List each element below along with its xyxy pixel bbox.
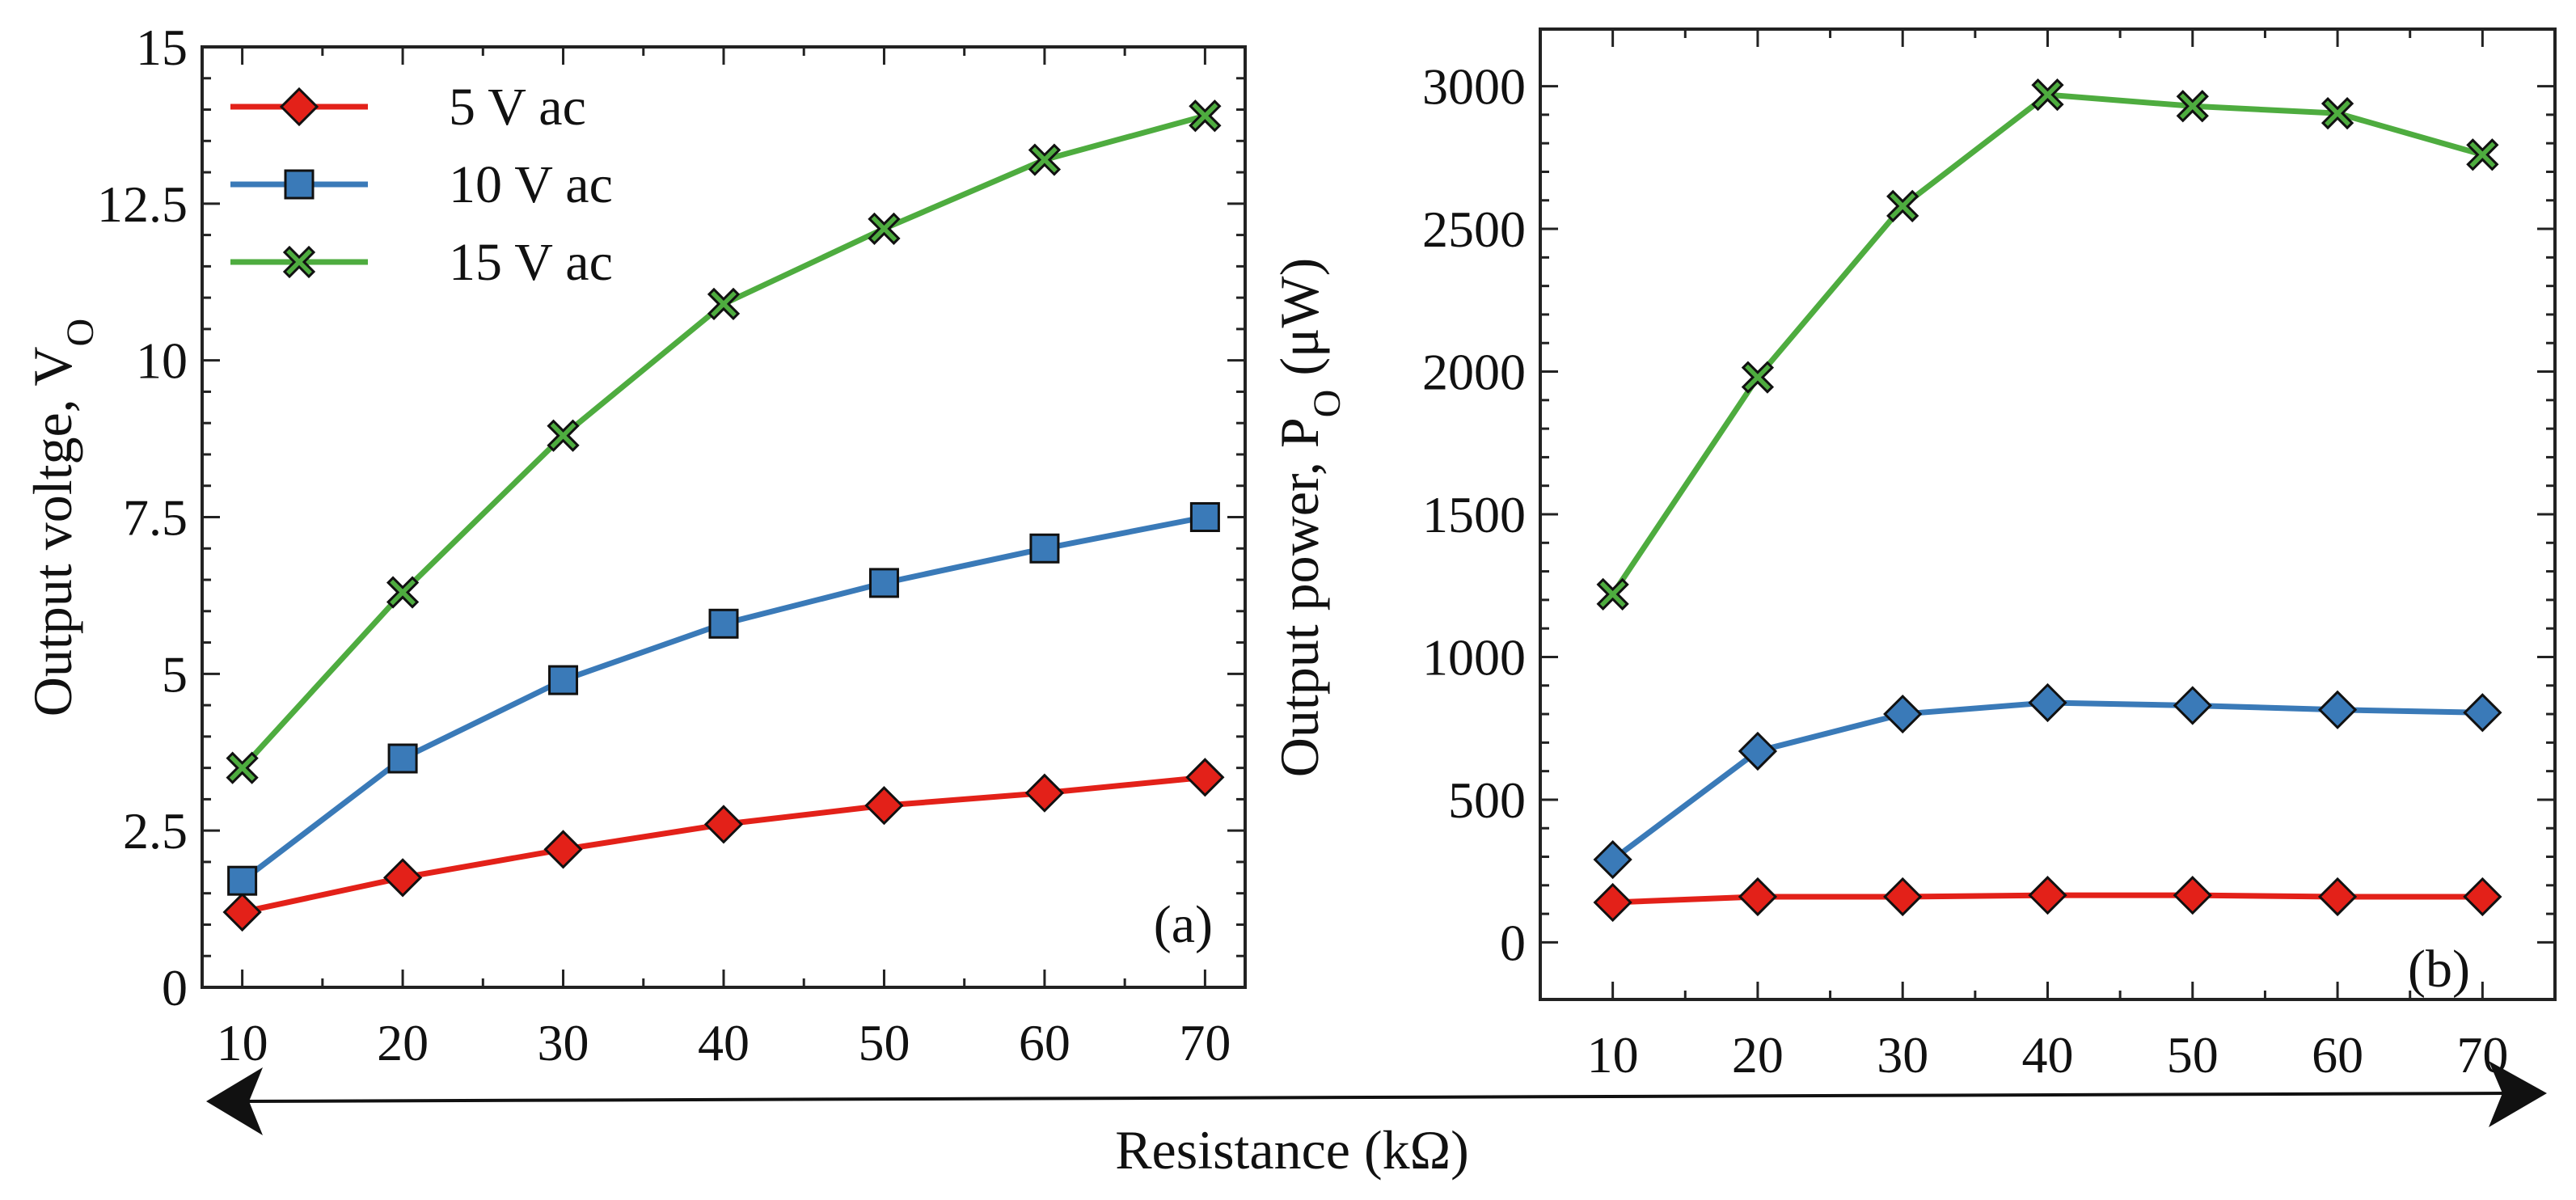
data-point-15-v-ac xyxy=(386,576,420,609)
data-point-10-v-ac xyxy=(2317,690,2358,729)
data-point-10-v-ac xyxy=(1029,533,1060,564)
data-point-15-v-ac xyxy=(868,212,901,245)
data-point-10-v-ac xyxy=(1738,731,1778,771)
plot-frame-b xyxy=(1539,27,2557,1001)
data-point-15-v-ac xyxy=(226,751,259,784)
series-line-15-v-ac xyxy=(1610,91,2484,596)
legend-marker xyxy=(284,169,315,200)
legend-entry-label: 5 V ac xyxy=(449,78,586,137)
y-tick-label: 3000 xyxy=(1422,58,1526,116)
x-axis-title: Resistance (kΩ) xyxy=(1115,1119,1469,1181)
x-axis-arrow-line xyxy=(238,1092,2511,1103)
series-line-5-v-ac xyxy=(241,774,1206,915)
data-point-15-v-ac xyxy=(1596,577,1629,611)
data-point-5-v-ac xyxy=(1883,877,1923,917)
y-tick-label: 2.5 xyxy=(123,802,188,860)
data-point-15-v-ac xyxy=(2321,96,2354,130)
x-tick-label: 50 xyxy=(2167,1026,2219,1084)
legend-entry-label: 15 V ac xyxy=(449,233,613,292)
legend-marker xyxy=(282,245,316,279)
series-line-15-v-ac xyxy=(240,112,1206,770)
data-point-15-v-ac xyxy=(1886,189,1919,222)
data-point-5-v-ac xyxy=(1738,877,1778,917)
data-point-15-v-ac xyxy=(707,287,741,321)
data-point-10-v-ac xyxy=(868,568,899,598)
series-line-10-v-ac xyxy=(1611,699,2483,862)
y-tick-label: 500 xyxy=(1448,771,1526,829)
data-point-10-v-ac xyxy=(1189,502,1220,532)
data-point-5-v-ac xyxy=(1024,773,1065,813)
y-tick-label: 0 xyxy=(1500,914,1526,971)
y-axis-title-a: Output voltge, VO xyxy=(22,319,102,716)
x-tick-label: 10 xyxy=(217,1014,268,1071)
y-tick-label: 7.5 xyxy=(123,489,188,547)
data-point-5-v-ac xyxy=(2463,877,2502,917)
y-tick-label: 10 xyxy=(136,332,188,390)
y-tick-label: 1500 xyxy=(1422,486,1526,543)
legend: 5 V ac 10 V ac 15 V ac xyxy=(230,78,613,292)
y-tick-label: 0 xyxy=(162,959,188,1016)
data-point-5-v-ac xyxy=(1185,758,1225,797)
data-point-5-v-ac xyxy=(2173,876,2212,915)
data-point-5-v-ac xyxy=(2317,877,2358,917)
data-point-15-v-ac xyxy=(1741,361,1775,394)
data-point-10-v-ac xyxy=(2463,693,2502,733)
data-point-5-v-ac xyxy=(703,805,744,844)
data-point-15-v-ac xyxy=(1189,99,1222,133)
shared-x-axis: Resistance (kΩ) xyxy=(206,1061,2547,1181)
y-tick-label: 15 xyxy=(136,19,188,76)
data-point-15-v-ac xyxy=(2466,138,2499,171)
y-tick-label: 2000 xyxy=(1422,344,1526,401)
data-point-5-v-ac xyxy=(543,830,583,869)
x-tick-label: 40 xyxy=(698,1014,750,1071)
data-point-15-v-ac xyxy=(1028,143,1062,176)
y-tick-label: 5 xyxy=(162,645,188,703)
data-point-10-v-ac xyxy=(2173,686,2212,725)
data-point-5-v-ac xyxy=(1593,882,1632,923)
y-axis-title-b: Output power, PO (μW) xyxy=(1269,258,1349,778)
x-axis-arrowhead-right xyxy=(2489,1061,2547,1127)
x-tick-label: 20 xyxy=(377,1014,429,1071)
data-point-15-v-ac xyxy=(2031,78,2064,112)
y-tick-label: 1000 xyxy=(1422,628,1526,686)
x-tick-label: 10 xyxy=(1587,1026,1639,1084)
y-tick-label: 2500 xyxy=(1422,201,1526,258)
data-point-10-v-ac xyxy=(2028,682,2067,723)
x-tick-label: 40 xyxy=(2022,1026,2074,1084)
x-tick-label: 20 xyxy=(1732,1026,1784,1084)
legend-marker xyxy=(279,87,319,127)
x-tick-label: 30 xyxy=(538,1014,589,1071)
data-point-10-v-ac xyxy=(1593,839,1632,880)
data-point-5-v-ac xyxy=(382,858,423,898)
x-tick-label: 70 xyxy=(1179,1014,1231,1071)
data-point-10-v-ac xyxy=(387,743,418,774)
x-tick-label: 30 xyxy=(1877,1026,1928,1084)
x-tick-label: 60 xyxy=(1019,1014,1071,1071)
x-axis-arrowhead-left xyxy=(206,1067,263,1135)
data-point-15-v-ac xyxy=(2176,90,2209,123)
data-point-5-v-ac xyxy=(864,786,904,826)
panel-label-a: (a) xyxy=(1154,895,1213,954)
y-tick-label: 12.5 xyxy=(97,175,188,233)
data-point-15-v-ac xyxy=(547,419,580,452)
data-point-5-v-ac xyxy=(222,892,262,932)
data-point-5-v-ac xyxy=(2028,876,2067,915)
data-point-10-v-ac xyxy=(227,865,258,896)
data-point-10-v-ac xyxy=(548,665,579,695)
plot-frame-a xyxy=(201,45,1247,989)
data-point-10-v-ac xyxy=(708,608,739,639)
legend-entry-label: 10 V ac xyxy=(449,155,613,214)
panel-label-b: (b) xyxy=(2408,940,2470,999)
data-point-10-v-ac xyxy=(1883,694,1923,734)
x-tick-label: 60 xyxy=(2312,1026,2363,1084)
x-tick-label: 50 xyxy=(858,1014,910,1071)
chart-panel-a: 0 2.5 5 7.5 10 12.5 15 10 20 30 40 50 60 70 5 V ac 10… xyxy=(22,19,1247,1071)
